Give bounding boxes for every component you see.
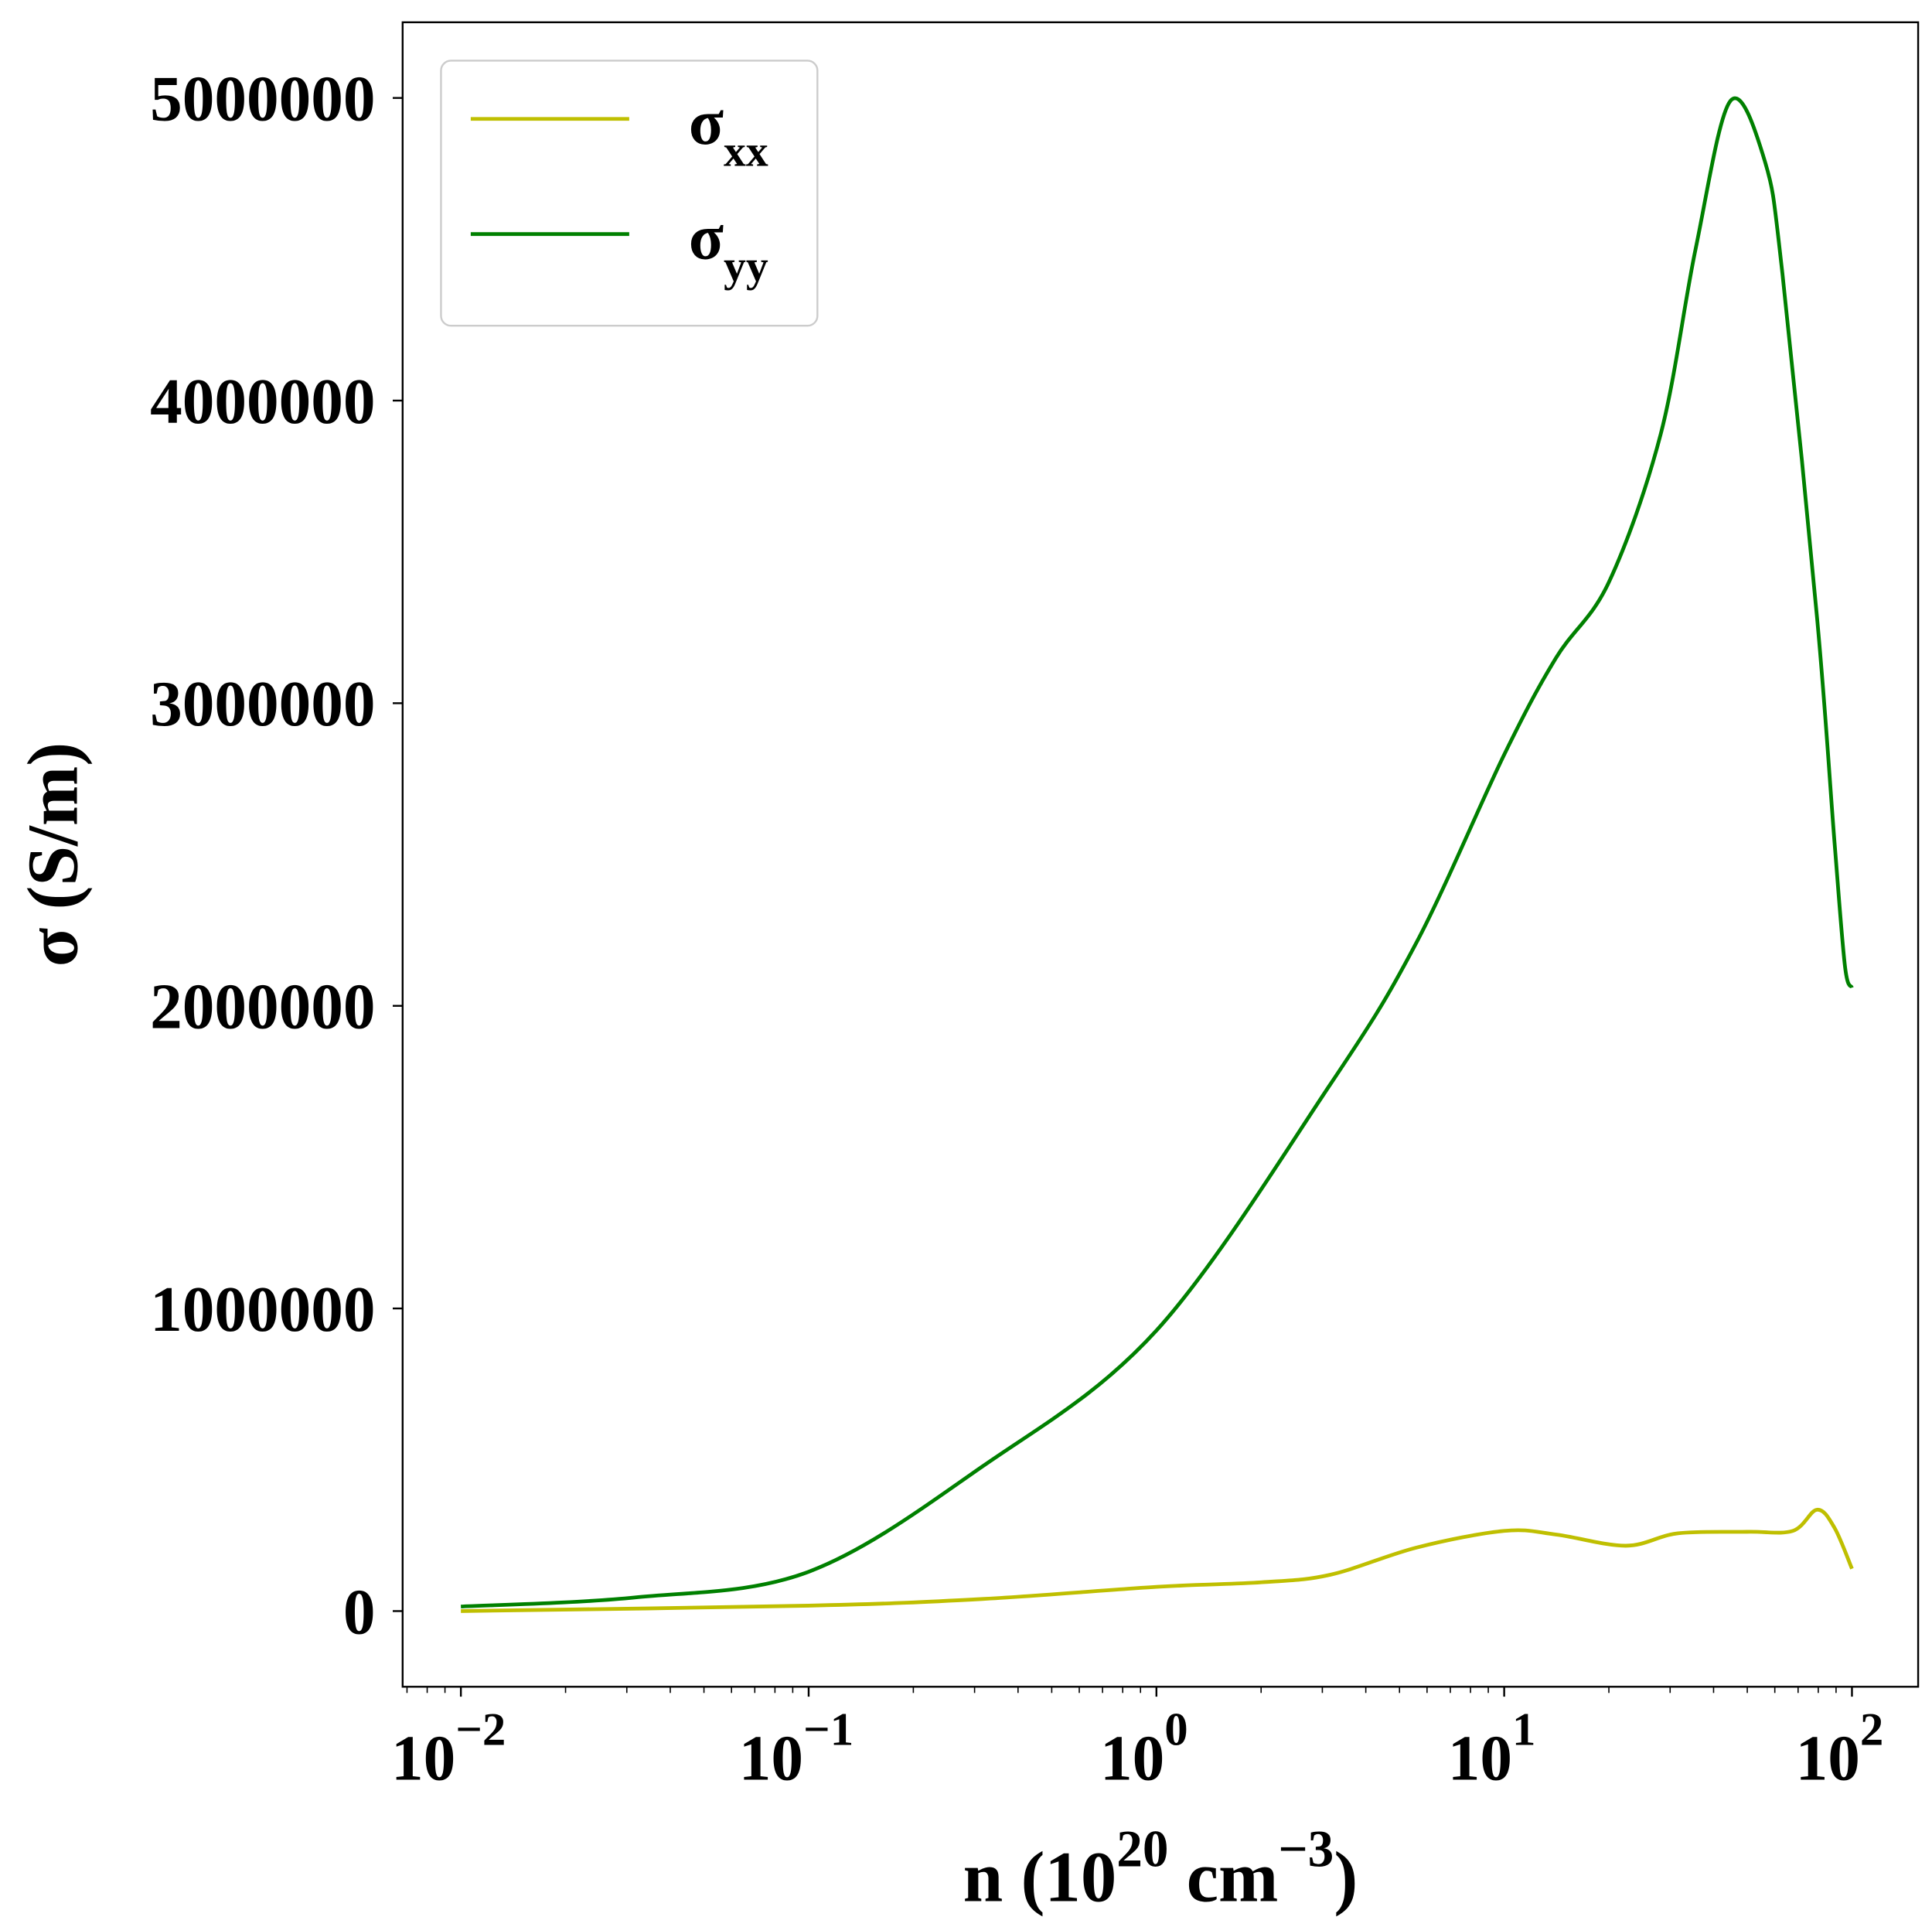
series-line-syy: [461, 96, 1854, 1608]
legend: σxx σyy: [440, 60, 819, 327]
x-tick-label: 10−2: [391, 1704, 506, 1795]
legend-label-sxx: σxx: [689, 87, 768, 176]
y-tick-label: 5000000: [150, 63, 375, 135]
plot-frame: [401, 21, 1920, 1688]
y-axis-label: σ (S/m): [14, 742, 94, 967]
y-tick-label: 1000000: [150, 1274, 375, 1345]
x-tick-label: 101: [1448, 1704, 1536, 1795]
legend-label-syy: σyy: [689, 203, 768, 292]
x-axis-label: n (1020 cm−3): [963, 1820, 1358, 1918]
plot-area: [461, 96, 1854, 1613]
x-tick-label: 102: [1796, 1704, 1884, 1795]
y-tick-label: 4000000: [150, 367, 375, 438]
legend-frame: [440, 60, 819, 327]
y-axis: 0 1000000 2000000 3000000 4000000 5000000: [150, 63, 403, 1648]
x-tick-label: 100: [1100, 1704, 1188, 1795]
y-tick-label: 3000000: [150, 669, 375, 740]
y-tick-label: 2000000: [150, 972, 375, 1043]
x-tick-label: 10−1: [739, 1704, 854, 1795]
series-line-sxx: [461, 1507, 1854, 1613]
y-tick-label: 0: [343, 1577, 376, 1648]
x-axis: 10−2 10−1 100 101 102: [391, 1687, 1883, 1794]
